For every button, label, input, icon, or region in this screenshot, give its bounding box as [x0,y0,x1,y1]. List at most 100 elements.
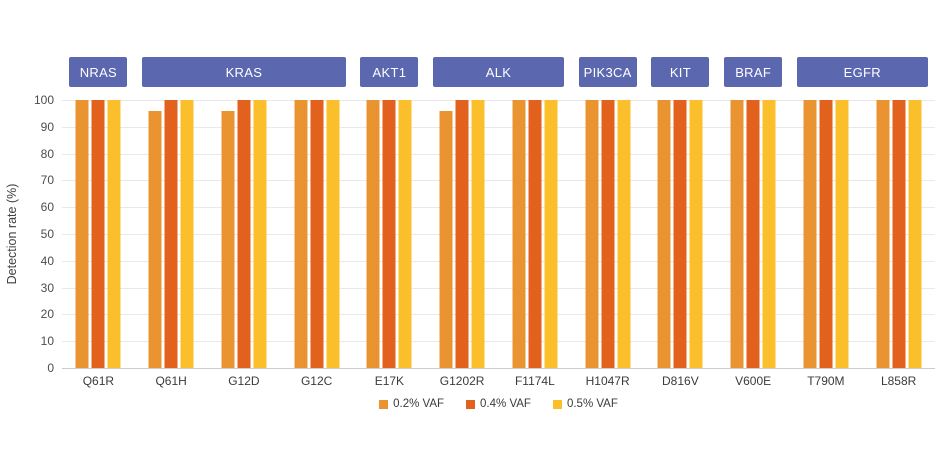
gene-label-row: NRAS KRAS AKT1 ALK PIK3CA KIT BRAF EGFR [62,57,935,87]
gridline [62,341,935,343]
legend-label: 0.4% VAF [480,398,531,410]
bar-0.5-vafq61h [180,100,194,368]
bar-0.4-vafe17k [382,100,396,368]
bar-0.4-vafq61r [91,100,105,368]
y-tick-label: 0 [47,361,54,375]
gene-label-box: BRAF [724,57,783,87]
bar-0.2-vafe17k [366,100,380,368]
bar-0.4-vaft790m [819,100,833,368]
bar-0.4-vafg1202r [455,100,469,368]
gene-label-box: NRAS [69,57,128,87]
bar-0.4-vafg12d [237,100,251,368]
bar-group [730,100,776,368]
plot-area: 0 10 20 30 40 50 60 70 80 90 100 NRAS KRAS AKT1 ALK PIK… [34,57,935,388]
legend-label: 0.2% VAF [393,398,445,410]
x-tick-label: G12D [228,374,260,388]
y-tick-label: 90 [40,119,54,134]
bar-0.2-vafd816v [657,100,671,368]
y-tick-label: 30 [40,280,54,295]
x-tick-label: F1174L [514,374,555,388]
bar-0.5-vafv600e [762,100,776,368]
gene-label-box: KIT [651,57,710,87]
bar-0.2-vafv600e [730,100,744,368]
bar-0.2-vaff1174l [512,100,526,368]
bar-0.2-vafh1047r [585,100,599,368]
x-tick-label: E17K [374,374,405,388]
bar-0.4-vafg12c [310,100,324,368]
y-tick-label: 50 [40,227,54,241]
bar-group [876,100,922,368]
gridline [62,368,935,369]
y-tick-label: 80 [40,146,54,161]
bar-0.5-vafd816v [689,100,703,368]
bar-group [148,100,194,368]
x-tick-label: D816V [662,374,699,388]
gene-label-box: KRAS [142,57,346,87]
bar-0.4-vafh1047r [601,100,615,368]
bar-0.5-vafl858r [908,100,922,368]
gridline [62,153,935,155]
x-tick-label: L858R [880,374,917,388]
x-tick-label: H1047R [585,374,630,388]
y-tick-label: 20 [40,307,54,322]
x-tick-label: G12C [300,374,333,388]
gridline [62,180,935,182]
legend-swatch-icon [466,399,476,409]
gene-label-box: PIK3CA [578,57,637,87]
bar-0.2-vaft790m [803,100,817,368]
bar-0.5-vafg12d [253,100,267,368]
bar-group [512,100,558,368]
x-tick-label: G1202R [439,374,485,388]
y-tick-label: 100 [33,93,54,107]
legend-swatch-icon [379,399,389,409]
gridline [62,314,935,316]
gridline [62,234,935,235]
bar-0.2-vafl858r [876,100,890,368]
bar-group [803,100,849,368]
bar-0.4-vafl858r [892,100,906,368]
legend-swatch-icon [552,399,562,409]
bar-0.2-vafg12d [221,110,235,368]
bar-0.2-vafq61h [148,110,162,368]
bar-0.5-vafg1202r [471,100,485,368]
bar-group [75,100,121,368]
gridline [62,260,935,262]
x-tick-label: V600E [735,374,772,388]
legend-item: 0.5% VAF [552,398,618,410]
x-tick-label: Q61R [82,374,115,388]
legend-label: 0.5% VAF [566,398,618,410]
bar-group [439,100,485,368]
bar-group [221,100,267,368]
bar-0.4-vafd816v [673,100,687,368]
bar-group [366,100,412,368]
x-tick-label: Q61H [155,374,187,388]
bar-0.2-vafq61r [75,100,89,368]
bar-0.2-vafg12c [294,100,308,368]
legend-item: 0.4% VAF [466,398,531,410]
y-tick-label: 70 [40,173,54,188]
bar-0.5-vaft790m [835,100,849,368]
bar-group [294,100,340,368]
bar-0.5-vafh1047r [617,100,631,368]
bar-0.2-vafg1202r [439,110,453,368]
bar-0.4-vaff1174l [528,100,542,368]
legend: 0.2% VAF 0.4% VAF 0.5% VAF [62,398,935,410]
gene-label-box: AKT1 [360,57,419,87]
bar-0.4-vafq61h [164,100,178,368]
legend-item: 0.2% VAF [379,398,444,410]
bar-group [657,100,703,368]
gridline [62,207,935,209]
x-tick-label: T790M [807,374,845,388]
y-tick-label: 10 [40,334,54,349]
bar-group [585,100,631,368]
gridline [62,287,935,289]
bar-0.5-vafg12c [326,100,340,368]
bar-0.5-vaff1174l [544,100,558,368]
gridline [62,126,935,128]
gridline [62,100,935,101]
gene-label-box: ALK [433,57,564,87]
bar-0.5-vafe17k [398,100,412,368]
gene-label-box: EGFR [796,57,928,87]
y-tick-label: 60 [40,200,54,215]
